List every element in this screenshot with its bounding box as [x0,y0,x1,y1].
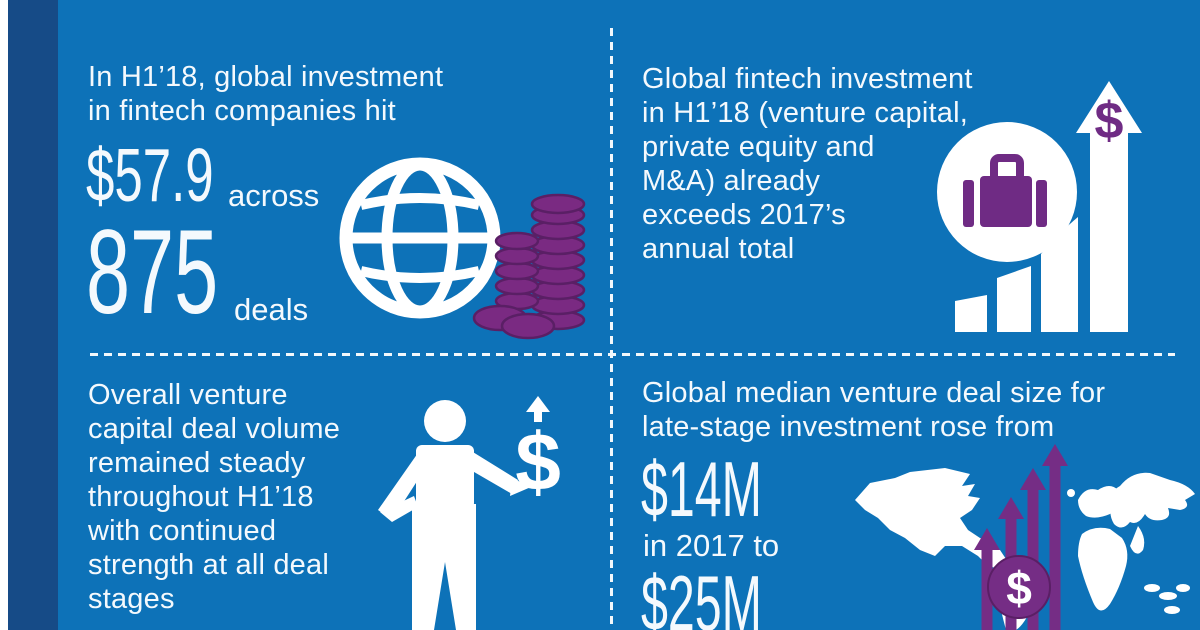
topleft-intro: In H1’18, global investment in fintech c… [88,60,443,128]
globe-and-coins-icon [339,157,586,340]
bottomleft-line6: strength at all deal [88,549,329,581]
topright-line1: Global fintech investment [642,63,973,95]
left-white-edge [0,0,8,630]
stat-deal-size-2017: $14M [641,445,762,533]
bottomleft-line4: throughout H1’18 [88,481,314,513]
bottomleft-line1: Overall venture [88,379,288,411]
world-map-growth-icon: $ [855,444,1195,630]
stat-deal-size-between: in 2017 to [643,528,780,563]
bottomright-line2: late-stage investment rose from [642,411,1055,443]
horizontal-dashed-divider [90,353,1175,356]
dollar-coin-icon: $ [987,555,1051,619]
topright-line6: annual total [642,233,795,265]
coin-stacks-icon [472,193,586,340]
stat-investment-suffix: across [228,178,320,213]
globe-icon [339,157,501,319]
person-head [424,400,466,442]
vertical-dashed-divider [610,28,613,630]
dollar-up-arrow [526,396,550,412]
coin-dollar-glyph: $ [1006,562,1032,614]
briefcase-growth-chart-icon: $ [937,81,1142,332]
bottomleft-line3: remained steady [88,447,306,479]
topright-line4: M&A) already [642,165,821,197]
topleft-intro-line1: In H1’18, global investment [88,61,444,93]
bottomright-text: Global median venture deal size for late… [642,376,1105,444]
bottomleft-text: Overall venture capital deal volume rema… [88,378,340,616]
topright-line3: private equity and [642,131,875,163]
held-dollar-glyph: $ [515,417,561,508]
briefcase-icon [963,154,1047,227]
bottomleft-line7: stages [88,583,175,615]
topright-line5: exceeds 2017’s [642,199,846,231]
stat-investment-amount: $57.9 [86,133,214,217]
bottomright-line1: Global median venture deal size for [642,377,1106,409]
topright-text: Global fintech investment in H1’18 (vent… [642,62,973,266]
arrow-up-icon [1076,81,1142,332]
arrow-dollar-glyph: $ [1095,92,1124,150]
topright-line2: in H1’18 (venture capital, [642,97,968,129]
bottomleft-line2: capital deal volume [88,413,341,445]
person-holding-dollar-icon: $ [378,396,561,630]
stat-deal-count-suffix: deals [234,292,309,327]
left-dark-blue-stripe [8,0,58,630]
topleft-intro-line2: in fintech companies hit [88,95,396,127]
bottomleft-line5: with continued [88,515,277,547]
stat-deal-count: 875 [86,205,219,339]
stat-deal-size-2018: $25M [641,559,762,630]
